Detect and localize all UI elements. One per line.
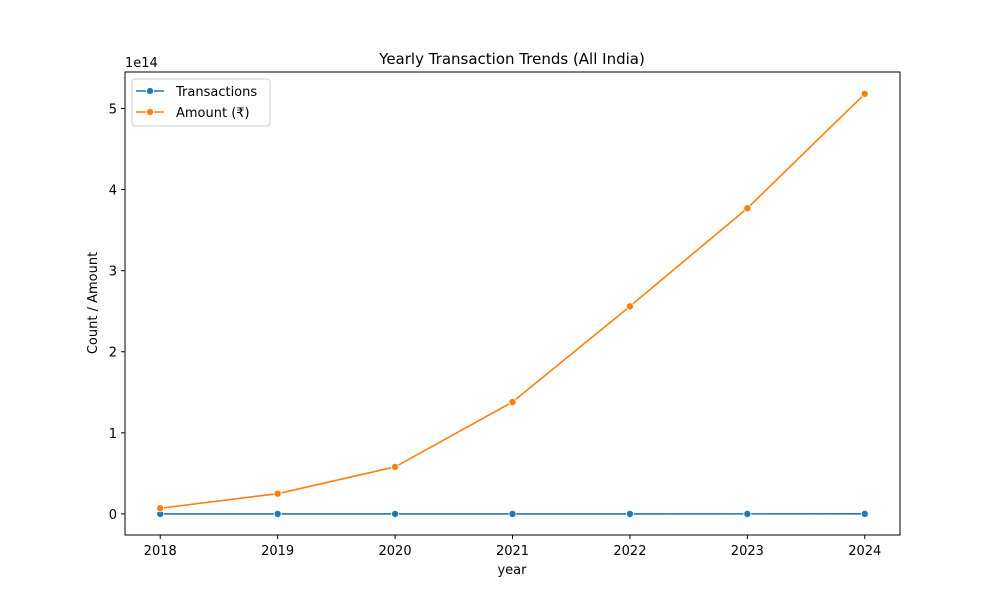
data-point-transactions [626,510,633,517]
y-tick-label: 1 [109,427,117,442]
data-point-transactions [391,510,398,517]
series-layer [157,90,869,517]
x-tick-label: 2024 [848,544,881,559]
plot-area-frame [125,72,900,535]
x-tick-label: 2018 [144,544,177,559]
x-tick-label: 2021 [496,544,529,559]
y-axis-label: Count / Amount [86,252,101,354]
data-point-amount [626,303,633,310]
y-tick-label: 0 [109,508,117,523]
y-tick-label: 3 [109,265,117,280]
data-point-transactions [861,510,868,517]
y-tick-label: 2 [109,346,117,361]
y-tick-label: 4 [109,184,117,199]
legend-marker-amount [147,109,154,116]
legend-label-amount: Amount (₹) [176,106,250,121]
x-tick-label: 2019 [261,544,294,559]
data-point-amount [509,398,516,405]
legend: Transactions Amount (₹) [132,79,270,126]
chart-title: Yearly Transaction Trends (All India) [378,50,645,68]
data-point-amount [274,490,281,497]
data-point-amount [157,505,164,512]
y-axis-offset-label: 1e14 [125,56,158,71]
axis-ticks: 2018 2019 2020 2021 2022 2023 2024 0 1 2 3 4 5 [109,102,882,559]
data-point-amount [391,463,398,470]
legend-marker-transactions [147,88,154,95]
data-point-transactions [509,510,516,517]
x-tick-label: 2023 [731,544,764,559]
x-axis-label: year [497,563,527,578]
data-point-transactions [744,510,751,517]
x-tick-label: 2022 [613,544,646,559]
legend-label-transactions: Transactions [175,85,257,100]
series-line-amount [160,94,865,508]
data-point-transactions [274,510,281,517]
y-tick-label: 5 [109,102,117,117]
data-point-amount [744,205,751,212]
x-tick-label: 2020 [379,544,412,559]
data-point-amount [861,90,868,97]
